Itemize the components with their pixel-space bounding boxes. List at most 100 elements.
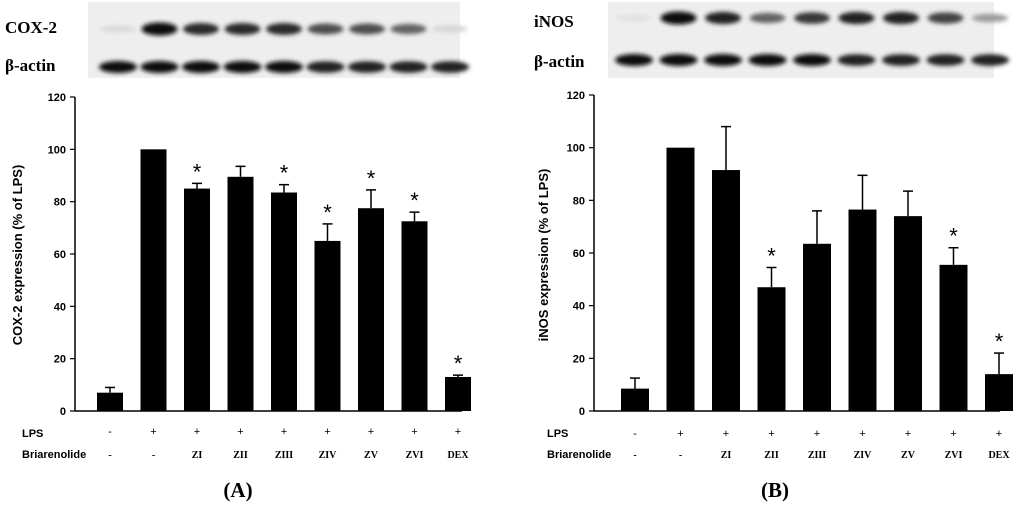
panel-label-paren-close: ) [246,478,253,502]
briarenolide-label: ZII [233,450,248,461]
lps-sign: - [633,428,637,440]
target-band [705,11,741,25]
bar [939,264,968,411]
bar [621,388,649,411]
significance-marker: * [410,188,419,213]
bar [848,209,877,411]
blot-target-label: iNOS [534,12,574,31]
lps-sign: + [455,426,461,438]
bar [271,192,297,411]
y-axis-label: iNOS expression (% of LPS) [536,169,551,342]
y-tick-label: 40 [573,301,585,313]
lps-sign: - [108,426,112,438]
lps-row-label: LPS [22,428,43,440]
lps-sign: + [677,428,683,440]
bar [757,287,786,411]
blot-loading-label: β-actin [534,52,585,71]
target-band [390,23,427,35]
target-bands [100,22,468,36]
briarenolide-label: ZIV [319,450,338,461]
y-tick-label: 60 [573,248,585,260]
target-band [883,11,919,25]
blot-target-label: COX-2 [5,18,57,37]
significance-marker: * [767,243,776,268]
y-tick-label: 60 [54,249,66,261]
target-band [224,23,261,35]
bar [666,147,695,411]
y-tick-label: 80 [573,195,585,207]
bars: * * * * * * [97,149,471,412]
briarenolide-label: ZI [721,450,732,461]
panel-label-paren-open: ( [223,478,230,502]
y-tick-label: 100 [48,144,66,156]
panel-label: (B) [761,478,789,502]
panel-label: (A) [223,478,252,502]
y-tick-label: 0 [60,406,66,418]
target-band [616,14,652,22]
significance-marker: * [454,351,463,376]
axes: 0 20 40 60 80 100 120 [48,92,462,418]
lps-row-label: LPS [547,428,568,440]
target-bands [616,11,1008,25]
loading-band [431,61,469,73]
loading-band [926,54,965,66]
significance-marker: * [193,159,202,184]
loading-band [348,61,386,73]
target-band [100,25,136,33]
bar [184,188,210,411]
briarenolide-label: ZIII [808,450,826,461]
target-band [749,12,786,24]
loading-band [306,61,345,73]
bar [894,216,922,411]
bar [140,149,167,412]
significance-marker: * [323,200,332,225]
panel-label-paren-open: ( [761,478,768,502]
briarenolide-label: ZIV [854,450,873,461]
loading-band [659,54,698,66]
target-band [307,23,344,35]
loading-band [971,54,1009,66]
bar [358,208,384,411]
target-band [432,25,468,33]
target-band [927,12,964,24]
loading-band [704,54,742,66]
bar [445,376,471,411]
lps-sign: + [411,426,417,438]
briarenolide-label: ZV [901,450,916,461]
target-band [660,11,697,25]
briarenolide-label: ZVI [406,450,424,461]
lps-sign: + [237,426,243,438]
bar [401,221,428,411]
loading-band [223,61,262,73]
y-axis-label: COX-2 expression (% of LPS) [10,165,25,346]
lps-sign: + [996,428,1002,440]
y-tick-label: 80 [54,197,66,209]
target-band [349,23,385,35]
loading-band [615,54,653,66]
briarenolide-label: ZI [192,450,203,461]
significance-marker: * [995,329,1004,354]
target-band [838,11,875,25]
condition-labels: - + + + + + + + + - - ZI ZII ZIII ZIV ZV ZVI DEX [633,428,1010,461]
bars: * * * [621,125,1013,411]
briarenolide-label: - [633,450,636,461]
briarenolide-label: - [108,450,111,461]
lps-sign: + [150,426,156,438]
loading-band [882,54,920,66]
lps-sign: + [324,426,330,438]
y-tick-label: 120 [48,92,66,104]
briarenolide-label: - [152,450,155,461]
significance-marker: * [280,161,289,186]
y-tick-label: 120 [567,90,585,102]
axes: 0 20 40 60 80 100 120 [567,90,1000,418]
target-band [794,12,830,24]
bar [803,243,831,411]
lps-sign: + [950,428,956,440]
briarenolide-label: DEX [447,450,469,461]
target-band [266,23,302,35]
loading-band [389,61,428,73]
blot-loading-label: β-actin [5,56,56,75]
panel-label-letter: B [768,478,782,502]
lps-sign: + [859,428,865,440]
briarenolide-label: ZII [764,450,779,461]
